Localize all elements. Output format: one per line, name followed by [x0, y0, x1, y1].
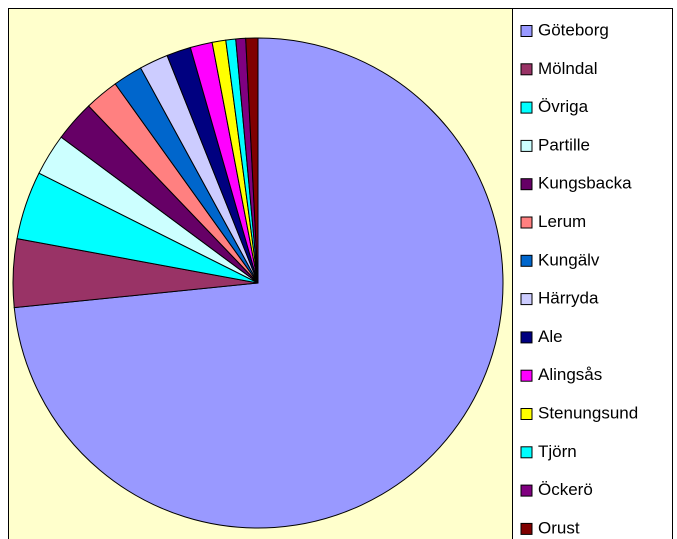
legend-label: Orust: [538, 518, 580, 537]
legend-swatch: [520, 331, 533, 344]
legend-label: Stenungsund: [538, 403, 638, 422]
legend-label: Ale: [538, 327, 563, 346]
legend-label: Tjörn: [538, 442, 577, 461]
legend-label: Övriga: [538, 97, 589, 116]
pie-slice: [13, 37, 504, 529]
legend-label: Kungälv: [538, 250, 600, 269]
legend-swatch: [520, 216, 533, 229]
legend-label: Kungsbacka: [538, 174, 632, 193]
pie-slice: [245, 37, 259, 284]
legend-swatch: [520, 254, 533, 267]
legend-swatch: [520, 408, 533, 420]
legend-label: Partille: [538, 135, 590, 154]
legend-swatch: [520, 446, 533, 459]
legend-box: [512, 8, 673, 539]
legend-label: Alingsås: [538, 365, 602, 384]
legend-swatch: [520, 25, 533, 37]
legend-swatch: [520, 293, 533, 306]
legend-label: Härryda: [538, 289, 599, 308]
legend-swatch: [520, 369, 533, 382]
legend-swatch: [520, 101, 533, 114]
legend-label: Öckerö: [538, 480, 593, 499]
legend-label: Göteborg: [538, 20, 609, 39]
legend-label: Lerum: [538, 212, 586, 231]
legend-swatch: [520, 63, 533, 76]
legend-swatch: [520, 484, 533, 497]
legend-swatch: [520, 178, 533, 191]
legend-swatch: [520, 522, 533, 535]
legend-swatch: [520, 139, 533, 152]
legend-label: Mölndal: [538, 59, 598, 78]
